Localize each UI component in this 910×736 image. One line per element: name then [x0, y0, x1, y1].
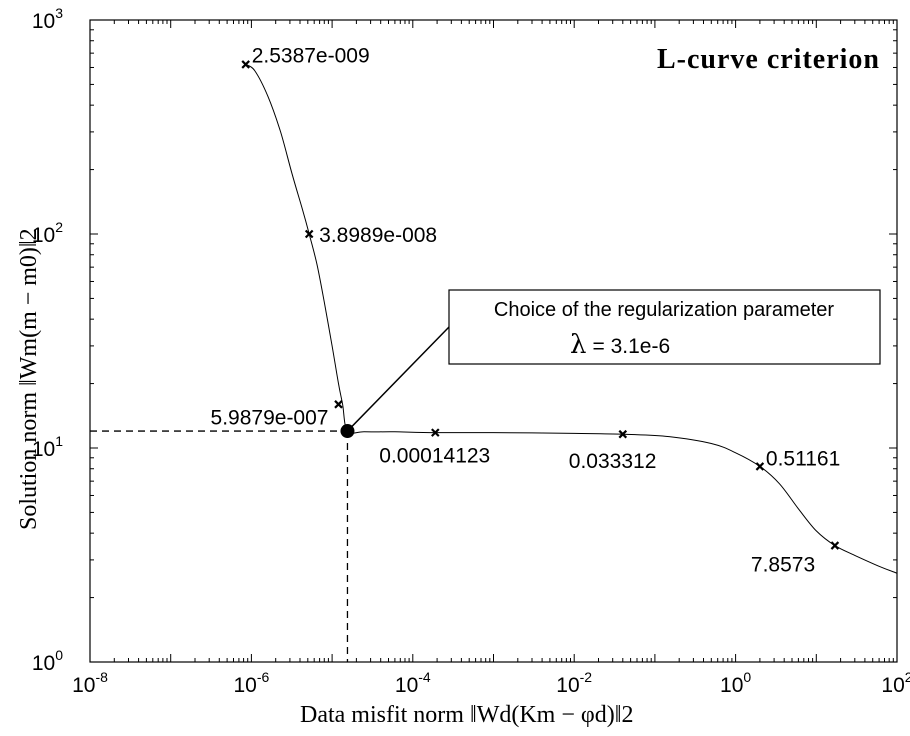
x-tick-label-base: 10 — [720, 674, 743, 697]
x-axis-ticks: 10-8 10-6 10-4 10-2 100 102 — [72, 20, 910, 697]
callout-lambda: λ = 3.1e-6 — [570, 330, 670, 360]
lambda-symbol: λ — [570, 330, 586, 360]
y-tick-label: 100 — [32, 647, 63, 675]
y-tick-label: 103 — [32, 5, 63, 33]
y-tick-label-exponent: 0 — [55, 647, 63, 663]
y-tick-label-exponent: 3 — [55, 5, 63, 21]
marker-cross-stroke — [334, 400, 343, 409]
x-tick-label: 10-6 — [233, 669, 269, 697]
x-tick-label-base: 10 — [72, 674, 95, 697]
marker-cross-stroke — [830, 541, 840, 550]
x-tick-label: 10-2 — [556, 669, 592, 697]
marker-label: 0.51161 — [766, 447, 840, 470]
y-tick-label-base: 10 — [32, 224, 55, 247]
x-tick-label-base: 10 — [881, 674, 904, 697]
marker-cross-stroke — [431, 428, 440, 437]
x-axis-label: Data misfit norm ‖Wd(Km − φd)‖2 — [300, 702, 633, 728]
x-axis-label-prefix: Data misfit norm — [300, 702, 470, 728]
marker-cross-stroke — [618, 429, 628, 439]
marker-point: 0.51161 — [755, 447, 840, 471]
y-axis-label-prefix: Solution norm — [16, 386, 42, 530]
x-tick-label-exponent: -2 — [580, 669, 593, 685]
y-axis-label-formula: ‖Wm(m − m0)‖2 — [16, 228, 42, 386]
y-tick-label-base: 10 — [32, 10, 55, 33]
y-tick-label-base: 10 — [32, 652, 55, 675]
y-tick-label-exponent: 2 — [55, 219, 63, 235]
marker-point: 0.033312 — [569, 429, 657, 473]
x-tick-label-base: 10 — [233, 674, 256, 697]
y-axis-label: Solution norm ‖Wm(m − m0)‖2 — [16, 228, 42, 530]
marker-cross-stroke — [304, 229, 314, 239]
marker-label: 7.8573 — [751, 554, 815, 577]
marker-label: 3.8989e-008 — [319, 224, 437, 247]
marker-label: 5.9879e-007 — [211, 406, 329, 429]
chosen-point-guides — [90, 430, 349, 662]
x-tick-label-exponent: 2 — [905, 669, 910, 685]
chosen-point-marker — [340, 424, 355, 439]
x-tick-label-exponent: 0 — [743, 669, 751, 685]
marker-label: 0.033312 — [569, 450, 657, 473]
marker-point: 7.8573 — [751, 541, 840, 577]
x-tick-label-exponent: -8 — [95, 669, 108, 685]
regularization-markers: 2.5387e-009 3.8989e-008 5.9879e-007 0.00014… — [211, 44, 841, 576]
x-tick-label-base: 10 — [556, 674, 579, 697]
x-tick-label: 10-4 — [395, 669, 431, 697]
chart-title: L-curve criterion — [657, 44, 880, 75]
marker-point: 0.00014123 — [379, 428, 490, 468]
lambda-value: = 3.1e-6 — [592, 335, 670, 358]
x-tick-label-exponent: -6 — [257, 669, 270, 685]
marker-point: 2.5387e-009 — [241, 44, 370, 69]
x-tick-label-base: 10 — [395, 674, 418, 697]
choice-callout: Choice of the regularization parameter λ… — [346, 289, 881, 432]
l-curve-line — [245, 63, 898, 574]
callout-title: Choice of the regularization parameter — [494, 299, 835, 321]
x-tick-label-exponent: -4 — [418, 669, 431, 685]
marker-point: 5.9879e-007 — [211, 400, 343, 429]
marker-point: 3.8989e-008 — [304, 224, 437, 247]
marker-label: 0.00014123 — [379, 445, 490, 468]
x-axis-label-formula: ‖Wd(Km − φd)‖2 — [470, 702, 634, 728]
callout-box — [448, 289, 881, 365]
y-tick-label: 102 — [32, 219, 63, 247]
marker-label: 2.5387e-009 — [252, 44, 370, 67]
x-tick-label: 10-8 — [72, 669, 108, 697]
x-tick-label: 100 — [720, 669, 751, 697]
marker-cross-stroke — [241, 60, 250, 69]
y-tick-label-exponent: 1 — [55, 433, 63, 449]
y-tick-label-base: 10 — [32, 438, 55, 461]
x-tick-label: 102 — [881, 669, 910, 697]
marker-cross-stroke — [755, 462, 765, 471]
callout-leader-line — [346, 326, 450, 432]
y-tick-label: 101 — [32, 433, 63, 461]
